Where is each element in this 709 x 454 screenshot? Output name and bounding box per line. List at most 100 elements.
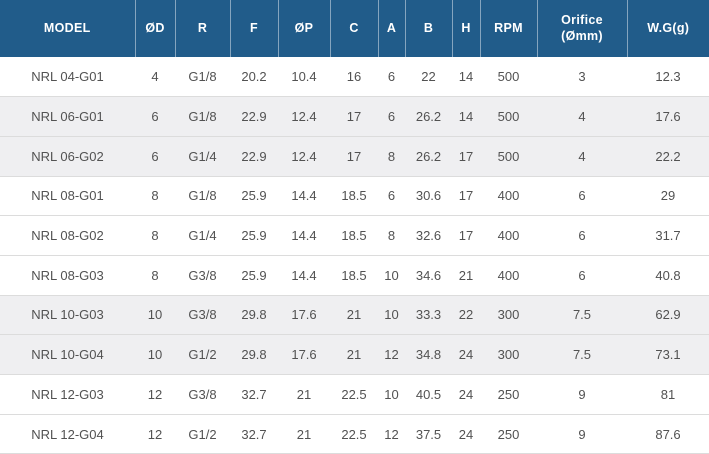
table-cell: 21: [296, 386, 312, 402]
table-cell: 10: [384, 307, 399, 323]
table-cell: 21: [346, 307, 362, 323]
table-row: NRL 10-G04 10 G1/2 29.8 17.6 21 12 34.8 24 300 7.5…: [0, 334, 709, 375]
model-cell: NRL 06-G02: [31, 148, 104, 164]
table-cell: 6: [151, 148, 159, 164]
table-row: NRL 06-G01 6 G1/8 22.9 12.4 17 6 26.2 14 500 4 17.6: [0, 96, 709, 137]
table-cell: 40.8: [655, 267, 681, 283]
table-cell: 22.2: [655, 148, 681, 164]
table-cell: G3/8: [188, 267, 217, 283]
table-cell: 10: [384, 267, 399, 283]
table-cell: 22: [421, 69, 436, 85]
table-cell: 400: [497, 188, 520, 204]
table-cell: 10: [147, 347, 163, 363]
table-cell: 500: [497, 109, 520, 125]
model-cell: NRL 10-G04: [31, 347, 104, 363]
table-row: NRL 06-G02 6 G1/4 22.9 12.4 17 8 26.2 17 500 4 22.2: [0, 136, 709, 177]
table-cell: G1/4: [188, 228, 217, 244]
table-cell: 25.9: [241, 228, 267, 244]
table-cell: 20.2: [241, 69, 267, 85]
table-cell: 8: [387, 148, 396, 164]
table-cell: 6: [387, 69, 396, 85]
table-cell: G1/4: [188, 148, 217, 164]
table-cell: 10: [384, 386, 399, 402]
table-cell: 7.5: [572, 307, 592, 323]
table-cell: 12.3: [655, 69, 681, 85]
table-cell: 26.2: [415, 109, 442, 125]
table-cell: 12: [147, 386, 163, 402]
table-cell: 40.5: [415, 386, 442, 402]
table-cell: G1/2: [188, 347, 217, 363]
table-cell: 10: [147, 307, 163, 323]
table-cell: 21: [346, 347, 362, 363]
model-cell: NRL 04-G01: [31, 69, 104, 85]
table-cell: 10.4: [291, 69, 317, 85]
table-row: NRL 08-G03 8 G3/8 25.9 14.4 18.5 10 34.6 21 400 6 4…: [0, 255, 709, 296]
table-cell: 9: [578, 426, 586, 442]
table-cell: 12: [147, 426, 163, 442]
table-cell: 29: [660, 188, 676, 204]
table-cell: 22.9: [241, 109, 267, 125]
table-cell: 32.7: [241, 386, 267, 402]
table-cell: 9: [578, 386, 586, 402]
table-cell: 34.8: [415, 347, 442, 363]
table-row: NRL 04-G01 4 G1/8 20.2 10.4 16 6 22 14 500 3 12.3: [0, 57, 709, 97]
table-cell: 21: [458, 267, 474, 283]
table-cell: 6: [387, 188, 396, 204]
table-cell: 6: [578, 228, 586, 244]
table-body: NRL 04-G01 4 G1/8 20.2 10.4 16 6 22 14 500 3 12.3 NR…: [0, 57, 709, 454]
model-cell: NRL 12-G04: [31, 426, 104, 442]
table-cell: 6: [578, 267, 586, 283]
table-cell: 400: [497, 228, 520, 244]
table-cell: 12: [384, 347, 399, 363]
table-cell: 17.6: [291, 347, 317, 363]
column-header-orifice: Orifice (Ømm): [536, 0, 627, 57]
column-header-rpm: RPM: [479, 0, 537, 57]
table-cell: 25.9: [241, 267, 267, 283]
table-cell: 26.2: [415, 148, 442, 164]
table-row: NRL 12-G04 12 G1/2 32.7 21 22.5 12 37.5 24 250 9 87…: [0, 414, 709, 454]
column-header-h: H: [451, 0, 480, 57]
table-cell: 25.9: [241, 188, 267, 204]
table-cell: 8: [151, 228, 159, 244]
table-cell: 8: [151, 188, 159, 204]
table-row: NRL 12-G03 12 G3/8 32.7 21 22.5 10 40.5 24 250 9 81: [0, 374, 709, 415]
table-cell: 29.8: [241, 347, 267, 363]
table-cell: 250: [497, 426, 520, 442]
table-cell: G1/8: [188, 69, 217, 85]
table-cell: 73.1: [655, 347, 681, 363]
table-cell: 16: [346, 69, 362, 85]
table-header: MODEL ØD R F ØP C A B H RPM Orifice (Ømm…: [0, 0, 709, 57]
table-cell: 500: [497, 148, 520, 164]
table-cell: 17: [458, 228, 474, 244]
table-row: NRL 10-G03 10 G3/8 29.8 17.6 21 10 33.3 22 300 7.5…: [0, 295, 709, 335]
table-cell: 32.7: [241, 426, 267, 442]
table-cell: 17.6: [655, 109, 681, 125]
table-cell: 14.4: [291, 267, 317, 283]
table-cell: 22: [458, 307, 474, 323]
column-header-wg: W.G(g): [626, 0, 709, 57]
table-cell: 17: [346, 109, 362, 125]
column-header-od: ØD: [134, 0, 175, 57]
table-cell: 24: [458, 347, 474, 363]
table-cell: 87.6: [655, 426, 681, 442]
table-cell: G3/8: [188, 307, 217, 323]
table-cell: G1/8: [188, 188, 217, 204]
model-cell: NRL 10-G03: [31, 307, 104, 323]
table-cell: 500: [497, 69, 520, 85]
table-cell: 14.4: [291, 188, 317, 204]
table-cell: 31.7: [655, 228, 681, 244]
table-cell: 3: [578, 69, 586, 85]
table-cell: 8: [151, 267, 159, 283]
table-cell: 400: [497, 267, 520, 283]
table-cell: 6: [578, 188, 586, 204]
model-cell: NRL 08-G02: [31, 228, 104, 244]
table-cell: 7.5: [572, 347, 592, 363]
table-cell: 8: [387, 228, 396, 244]
table-cell: 6: [387, 109, 396, 125]
table-cell: 4: [578, 148, 586, 164]
model-cell: NRL 06-G01: [31, 109, 104, 125]
table-cell: 6: [151, 109, 159, 125]
table-cell: 81: [660, 386, 676, 402]
table-cell: 30.6: [415, 188, 442, 204]
